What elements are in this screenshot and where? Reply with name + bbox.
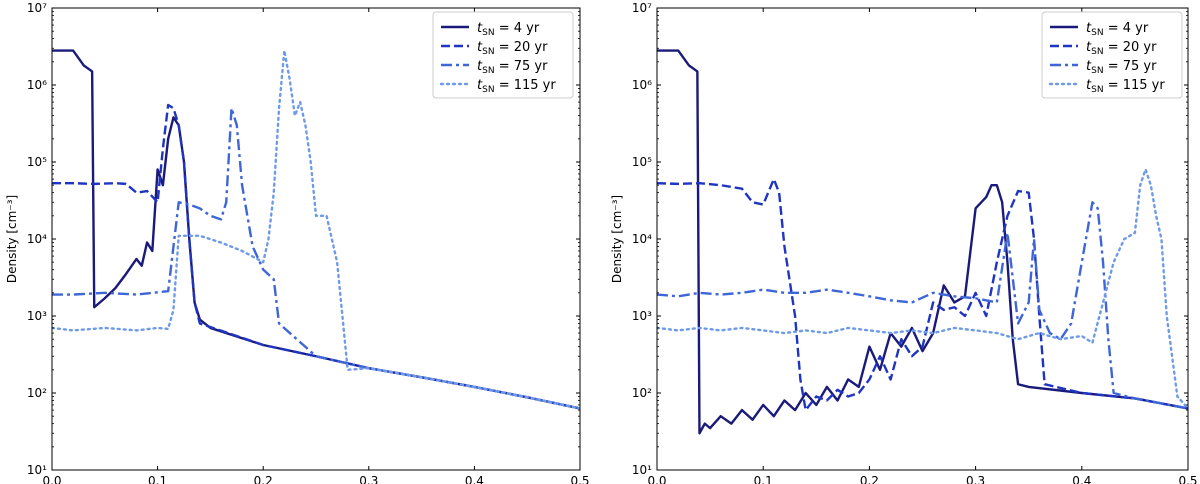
legend-subscript: SN (482, 66, 494, 76)
panel-right: 0.00.10.20.30.40.510¹10²10³10⁴10⁵10⁶10⁷z… (610, 1, 1198, 484)
y-tick-label: 10⁴ (27, 232, 47, 246)
x-tick-label: 0.2 (860, 474, 879, 484)
y-tick-label: 10⁵ (27, 155, 47, 169)
x-tick-label: 0.2 (254, 474, 273, 484)
legend-subscript: SN (1091, 47, 1103, 57)
legend-subscript: SN (1091, 28, 1103, 38)
series-line-2 (657, 201, 1188, 410)
y-tick-label: 10⁶ (632, 78, 652, 92)
legend-italic-t: t (477, 21, 483, 36)
x-tick-label: 0.3 (359, 474, 378, 484)
x-tick-label: 0.3 (966, 474, 985, 484)
legend-italic-t: t (477, 59, 483, 74)
x-tick-label: 0.4 (465, 474, 484, 484)
legend-label-3: tSN = 115 yr (477, 78, 556, 95)
y-axis-label: Density [cm⁻³] (5, 195, 19, 283)
y-tick-label: 10³ (632, 309, 652, 323)
legend-subscript: SN (1091, 66, 1103, 76)
legend-value: = 115 yr (495, 78, 557, 93)
y-tick-label: 10⁷ (27, 1, 47, 15)
legend-label-2: tSN = 75 yr (1086, 59, 1157, 76)
y-tick-label: 10¹ (632, 463, 652, 477)
x-tick-label: 0.5 (1178, 474, 1197, 484)
legend-italic-t: t (1086, 40, 1092, 55)
legend-subscript: SN (482, 47, 494, 57)
legend-value: = 115 yr (1104, 78, 1166, 93)
legend-subscript: SN (482, 85, 494, 95)
legend-italic-t: t (1086, 78, 1092, 93)
legend-label-0: tSN = 4 yr (477, 21, 540, 38)
legend-label-1: tSN = 20 yr (477, 40, 548, 57)
legend-italic-t: t (1086, 59, 1092, 74)
x-tick-label: 0.1 (754, 474, 773, 484)
series-line-0 (657, 49, 1188, 435)
legend-value: = 20 yr (495, 40, 549, 55)
y-tick-label: 10⁶ (27, 78, 47, 92)
legend-value: = 75 yr (495, 59, 549, 74)
series-line-2 (52, 106, 580, 410)
x-tick-label: 0.0 (647, 474, 666, 484)
legend-value: = 20 yr (1104, 40, 1158, 55)
series-line-1 (52, 103, 580, 410)
legend-value: = 75 yr (1104, 59, 1158, 74)
legend-italic-t: t (477, 78, 483, 93)
x-tick-label: 0.5 (570, 474, 589, 484)
x-tick-label: 0.4 (1072, 474, 1091, 484)
legend-label-1: tSN = 20 yr (1086, 40, 1157, 57)
y-tick-label: 10⁵ (632, 155, 652, 169)
y-tick-label: 10¹ (27, 463, 47, 477)
x-tick-label: 0.0 (42, 474, 61, 484)
legend-value: = 4 yr (1104, 21, 1149, 36)
series-line-3 (657, 168, 1188, 410)
y-tick-label: 10³ (27, 309, 47, 323)
legend-label-2: tSN = 75 yr (477, 59, 548, 76)
panel-left: 0.00.10.20.30.40.510¹10²10³10⁴10⁵10⁶10⁷x… (5, 1, 590, 484)
legend-label-3: tSN = 115 yr (1086, 78, 1165, 95)
legend-subscript: SN (482, 28, 494, 38)
legend-label-0: tSN = 4 yr (1086, 21, 1149, 38)
legend-italic-t: t (477, 40, 483, 55)
y-tick-label: 10⁷ (632, 1, 652, 15)
y-tick-label: 10² (27, 386, 47, 400)
y-axis-label: Density [cm⁻³] (610, 195, 624, 283)
x-tick-label: 0.1 (148, 474, 167, 484)
series-line-0 (52, 49, 580, 410)
y-tick-label: 10⁴ (632, 232, 652, 246)
legend-box (1041, 11, 1183, 99)
legend-italic-t: t (1086, 21, 1092, 36)
y-tick-label: 10² (632, 386, 652, 400)
series-line-3 (52, 49, 580, 410)
series-line-1 (657, 177, 1188, 412)
legend-subscript: SN (1091, 85, 1103, 95)
legend-value: = 4 yr (495, 21, 540, 36)
legend-box (432, 11, 574, 99)
